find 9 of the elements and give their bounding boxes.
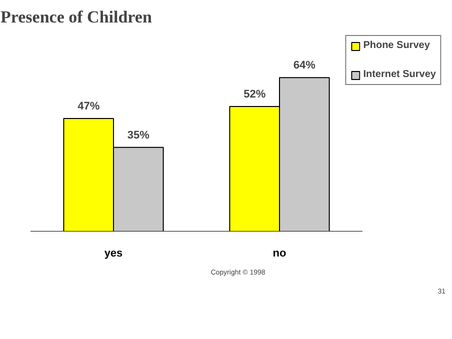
data-label: 47% [78,100,100,113]
x-tick-label: yes [104,248,123,260]
data-label: 52% [244,88,266,100]
legend-label: Phone Survey [363,40,430,51]
data-label: 64% [293,60,316,72]
x-tick-label: no [272,248,286,260]
data-label: 35% [127,129,150,142]
legend-label: Internet Survey [363,69,436,80]
chart-title: Presence of Children [0,8,152,26]
